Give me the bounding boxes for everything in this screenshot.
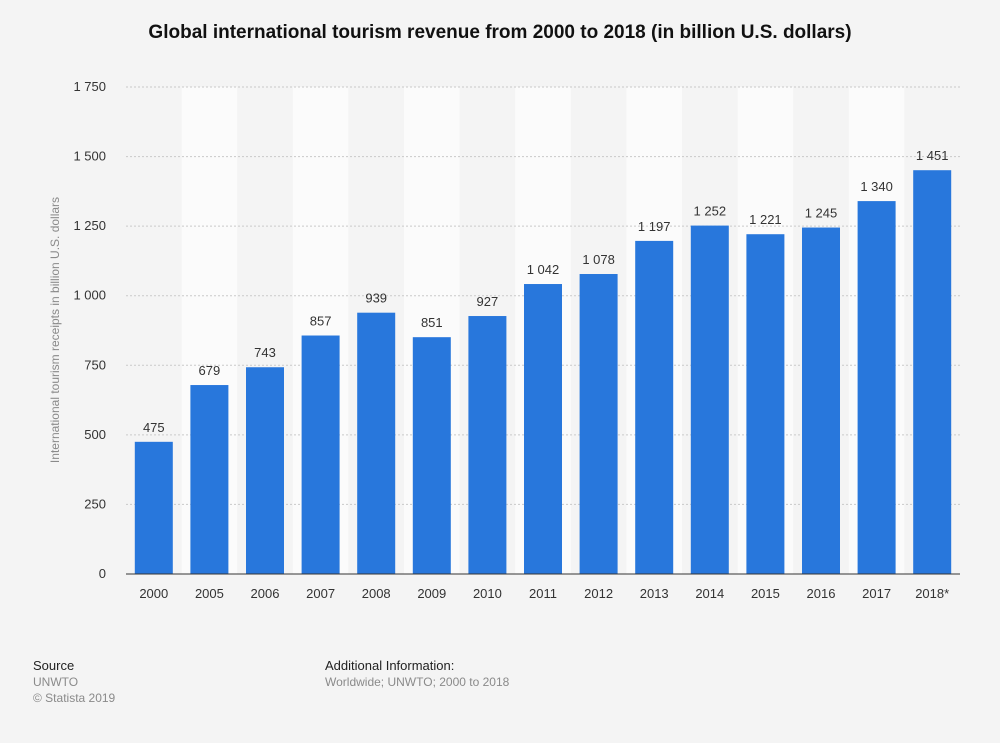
additional-info-heading: Additional Information: bbox=[325, 658, 455, 673]
bar[interactable] bbox=[635, 240, 674, 574]
x-tick-label: 2012 bbox=[584, 586, 613, 601]
bar[interactable] bbox=[913, 170, 952, 574]
bar-value-label: 1 042 bbox=[527, 262, 560, 277]
y-tick-label: 750 bbox=[84, 357, 106, 372]
bar[interactable] bbox=[468, 316, 507, 574]
bar[interactable] bbox=[690, 225, 729, 574]
bar-value-label: 1 245 bbox=[805, 206, 838, 221]
bar[interactable] bbox=[802, 227, 840, 574]
x-tick-label: 2014 bbox=[695, 586, 724, 601]
bar-value-label: 1 197 bbox=[638, 219, 671, 234]
bar[interactable] bbox=[412, 337, 451, 574]
x-tick-label: 2010 bbox=[473, 586, 502, 601]
x-tick-label: 2008 bbox=[362, 586, 391, 601]
y-tick-label: 1 250 bbox=[73, 218, 106, 233]
y-tick-label: 1 500 bbox=[73, 149, 106, 164]
x-tick-label: 2018* bbox=[915, 586, 949, 601]
y-tick-label: 1 000 bbox=[73, 288, 106, 303]
bar-value-label: 1 451 bbox=[916, 148, 949, 163]
bar-value-label: 475 bbox=[143, 420, 165, 435]
bar-value-label: 927 bbox=[477, 294, 499, 309]
bar-value-label: 857 bbox=[310, 314, 332, 329]
x-tick-label: 2015 bbox=[751, 586, 780, 601]
bar[interactable] bbox=[524, 284, 562, 574]
x-tick-label: 2013 bbox=[640, 586, 669, 601]
bar[interactable] bbox=[357, 312, 396, 574]
x-tick-label: 2000 bbox=[139, 586, 168, 601]
source-block: Source UNWTO © Statista 2019 bbox=[33, 658, 115, 706]
chart-title: Global international tourism revenue fro… bbox=[148, 22, 852, 43]
bar[interactable] bbox=[246, 367, 284, 574]
x-tick-label: 2017 bbox=[862, 586, 891, 601]
bar-value-label: 851 bbox=[421, 315, 443, 330]
bar[interactable] bbox=[190, 385, 229, 574]
y-tick-label: 0 bbox=[99, 566, 106, 581]
x-tick-label: 2007 bbox=[306, 586, 335, 601]
additional-info-text: Worldwide; UNWTO; 2000 to 2018 bbox=[325, 675, 510, 689]
bar-value-label: 1 252 bbox=[694, 204, 727, 219]
bar-value-label: 743 bbox=[254, 345, 276, 360]
x-tick-label: 2011 bbox=[529, 586, 557, 601]
bar-value-label: 1 078 bbox=[582, 252, 615, 267]
x-tick-label: 2006 bbox=[251, 586, 280, 601]
x-tick-label: 2005 bbox=[195, 586, 224, 601]
y-tick-label: 250 bbox=[84, 496, 106, 511]
source-heading: Source bbox=[33, 658, 75, 673]
source-name[interactable]: UNWTO bbox=[33, 675, 79, 689]
copyright[interactable]: © Statista 2019 bbox=[33, 691, 116, 705]
additional-info-block: Additional Information: Worldwide; UNWTO… bbox=[325, 658, 509, 690]
y-tick-label: 500 bbox=[84, 427, 106, 442]
x-tick-label: 2016 bbox=[807, 586, 836, 601]
y-tick-label: 1 750 bbox=[73, 79, 106, 94]
bar[interactable] bbox=[134, 441, 173, 574]
bar[interactable] bbox=[301, 335, 340, 574]
bar-value-label: 939 bbox=[365, 291, 387, 306]
bar[interactable] bbox=[746, 234, 785, 575]
bar-value-label: 679 bbox=[199, 363, 221, 378]
x-tick-label: 2009 bbox=[417, 586, 446, 601]
bar[interactable] bbox=[579, 274, 618, 574]
bar-value-label: 1 221 bbox=[749, 212, 782, 227]
bar[interactable] bbox=[857, 201, 896, 574]
bar-value-label: 1 340 bbox=[860, 179, 893, 194]
y-axis-label: International tourism receipts in billio… bbox=[48, 196, 62, 464]
